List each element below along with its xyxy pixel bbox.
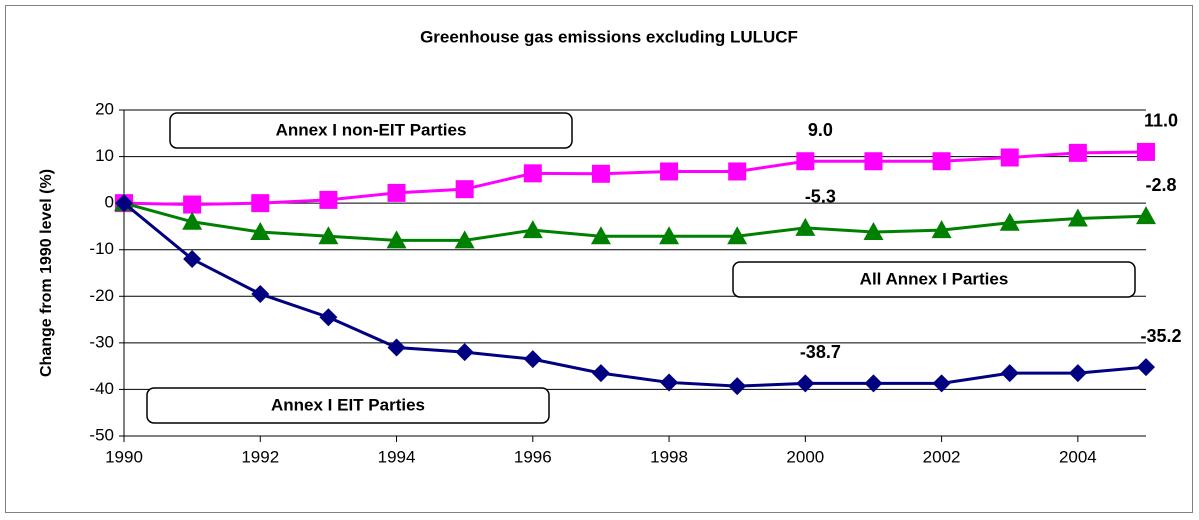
y-tick-label: -40: [89, 379, 114, 398]
y-axis-label: Change from 1990 level (%): [38, 169, 55, 377]
data-point: [795, 217, 816, 236]
x-tick-label: 2004: [1059, 447, 1097, 466]
data-point: [1068, 143, 1087, 162]
y-tick-label: -50: [89, 425, 114, 444]
chart-title: Greenhouse gas emissions excluding LULUC…: [420, 27, 798, 46]
data-point: [387, 338, 406, 357]
data-point: [318, 226, 339, 245]
data-point: [1000, 364, 1019, 383]
y-tick-label: 10: [95, 146, 114, 165]
data-point: [932, 152, 951, 171]
data-point: [523, 164, 542, 183]
data-point: [115, 194, 133, 213]
y-tick-label: -30: [89, 332, 114, 351]
series-name-box: [146, 387, 550, 424]
data-point: [728, 377, 747, 396]
data-point: [728, 162, 747, 181]
data-point: [251, 194, 270, 213]
chart-border: [5, 5, 1193, 513]
data-point: [1000, 148, 1019, 167]
data-point: [1137, 142, 1155, 161]
series-line: [123, 201, 1147, 388]
y-tick-label: -20: [89, 286, 114, 305]
y-tick-label: -10: [89, 239, 114, 258]
series-line: [123, 201, 1147, 242]
x-tick-label: 1994: [378, 447, 416, 466]
data-point: [591, 364, 610, 383]
x-tick-label: 1996: [514, 447, 552, 466]
series-line: [123, 150, 1147, 207]
data-point: [1067, 208, 1088, 227]
x-tick-label: 2002: [923, 447, 961, 466]
data-point: [183, 250, 202, 269]
data-point: [659, 226, 680, 245]
data-point: [796, 374, 815, 393]
data-point: [931, 220, 952, 239]
data-point: [864, 152, 883, 171]
data-point: [863, 222, 884, 241]
data-label: -5.3: [805, 187, 836, 207]
data-point: [1068, 364, 1087, 383]
data-point: [251, 284, 270, 303]
x-tick-label: 1990: [105, 447, 143, 466]
series-name: Annex I EIT Parties: [271, 395, 425, 414]
data-point: [999, 212, 1020, 231]
data-point: [660, 162, 679, 181]
y-tick-label: 20: [95, 99, 114, 118]
series-name-box: [732, 261, 1136, 298]
data-point: [1137, 358, 1155, 377]
series-name-box: [169, 112, 573, 149]
x-tick-label: 1992: [241, 447, 279, 466]
data-point: [250, 222, 271, 241]
data-point: [932, 374, 951, 393]
data-point: [386, 230, 407, 249]
data-point: [387, 183, 406, 202]
data-point: [455, 180, 474, 199]
x-tick-label: 2000: [786, 447, 824, 466]
data-point: [864, 374, 883, 393]
data-label: -38.7: [800, 342, 841, 362]
data-point: [591, 164, 610, 183]
x-tick-label: 1998: [650, 447, 688, 466]
series-name: Annex I non-EIT Parties: [276, 120, 467, 139]
data-point: [319, 308, 338, 327]
data-point: [660, 373, 679, 392]
data-point: [590, 226, 611, 245]
data-point: [727, 226, 748, 245]
data-label: 11.0: [1144, 111, 1178, 131]
series-name: All Annex I Parties: [860, 269, 1009, 288]
data-point: [796, 152, 815, 171]
data-point: [522, 220, 543, 239]
data-point: [319, 190, 338, 209]
data-point: [183, 195, 202, 214]
data-point: [455, 343, 474, 362]
data-label: 9.0: [808, 120, 833, 140]
data-label: -35.2: [1140, 326, 1181, 346]
data-label: -2.8: [1145, 175, 1176, 195]
y-tick-label: 0: [105, 193, 114, 212]
data-point: [1136, 206, 1156, 225]
data-point: [454, 230, 475, 249]
data-point: [523, 350, 542, 369]
data-point: [182, 211, 203, 230]
